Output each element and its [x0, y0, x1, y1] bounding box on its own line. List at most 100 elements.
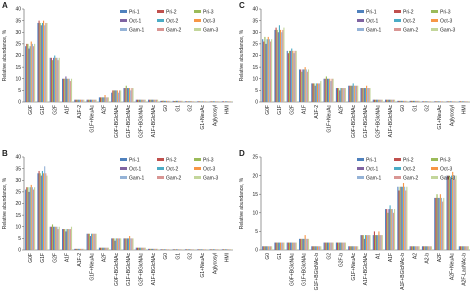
x-tick-label: A1F+BGlcNAc	[151, 253, 157, 286]
legend-label: Pri-1	[129, 158, 140, 164]
x-tick-label: Aglycosyl	[212, 253, 218, 274]
bar	[163, 100, 165, 102]
bar	[164, 100, 166, 102]
bar	[63, 78, 65, 102]
legend-label: Oct-3	[440, 19, 452, 25]
panel-label: A	[2, 1, 8, 10]
bar	[377, 235, 379, 250]
bar	[202, 101, 204, 102]
x-tick-label: G2F	[52, 105, 58, 115]
bar	[192, 249, 194, 250]
bar	[428, 101, 430, 102]
bar	[81, 99, 83, 102]
bar	[69, 81, 71, 102]
bar	[144, 247, 146, 250]
legend-swatch	[120, 28, 127, 31]
bar	[205, 101, 207, 102]
bar	[199, 101, 201, 102]
bar	[55, 57, 57, 102]
bar	[186, 101, 188, 102]
bar	[264, 246, 266, 250]
y-tick-label: 10	[15, 76, 21, 82]
bar	[200, 249, 202, 250]
bar	[129, 236, 131, 250]
y-tick-label: 40	[252, 7, 258, 13]
bar	[217, 249, 219, 250]
bar	[188, 249, 190, 250]
legend-swatch	[157, 167, 164, 170]
bar	[155, 99, 158, 102]
bar	[226, 249, 228, 250]
bar	[112, 238, 114, 250]
bar	[91, 99, 93, 102]
bar	[269, 246, 272, 250]
x-tick-label: A1	[375, 253, 381, 259]
bar	[430, 101, 433, 102]
bar	[364, 235, 367, 250]
legend-label: Gam-3	[203, 176, 219, 182]
bar	[388, 99, 390, 102]
bar	[230, 249, 232, 250]
bar	[114, 240, 116, 250]
bar	[320, 81, 322, 102]
bar	[362, 235, 364, 250]
bar	[455, 101, 457, 102]
bar	[282, 242, 284, 250]
bar	[201, 249, 203, 250]
bar	[376, 99, 378, 102]
bar	[39, 173, 41, 250]
y-tick-label: 0	[18, 100, 21, 106]
bar	[452, 101, 454, 102]
legend-label: Gam-1	[366, 28, 382, 34]
bar	[119, 90, 121, 102]
bar	[416, 246, 418, 250]
bar	[450, 175, 453, 250]
bar	[397, 186, 399, 250]
bar	[169, 100, 171, 102]
y-tick-label: 0	[18, 248, 21, 254]
y-tick-label: 20	[252, 53, 258, 59]
bar	[157, 99, 159, 102]
bar	[141, 99, 143, 102]
legend-swatch	[157, 28, 164, 31]
bar	[374, 99, 377, 102]
bar	[443, 197, 445, 250]
bar	[385, 99, 387, 102]
bar	[25, 189, 27, 250]
x-tick-label: Aglycosyl	[212, 105, 218, 126]
legend-label: Pri-1	[366, 158, 377, 164]
bar	[143, 99, 145, 102]
bar	[354, 246, 357, 250]
bar	[343, 88, 345, 102]
bar	[434, 197, 436, 250]
legend-label: Pri-3	[440, 10, 451, 16]
bar	[306, 71, 308, 102]
bar	[411, 246, 413, 250]
x-tick-label: A1F	[65, 105, 71, 114]
legend-label: Oct-1	[366, 19, 378, 25]
legend-label: Pri-2	[403, 158, 414, 164]
bar	[78, 99, 80, 102]
bar	[125, 85, 127, 102]
x-tick-label: HMI	[225, 105, 231, 114]
legend-label: Gam-1	[129, 28, 145, 34]
bar	[378, 99, 380, 102]
bar	[229, 249, 231, 250]
bar	[179, 249, 181, 250]
bar	[315, 83, 317, 102]
bar	[276, 29, 278, 102]
bar	[101, 97, 103, 102]
bar	[82, 248, 84, 250]
bar	[119, 238, 121, 250]
y-tick-label: 20	[15, 53, 21, 59]
bar	[271, 39, 273, 102]
bar	[63, 229, 65, 250]
bar	[175, 100, 178, 102]
y-tick-label: 35	[252, 18, 258, 24]
bar	[391, 209, 393, 250]
y-tick-label: 0	[255, 248, 258, 254]
bar	[45, 22, 47, 103]
legend-label: Oct-2	[166, 19, 178, 25]
bar	[301, 238, 303, 250]
bar	[416, 100, 418, 102]
